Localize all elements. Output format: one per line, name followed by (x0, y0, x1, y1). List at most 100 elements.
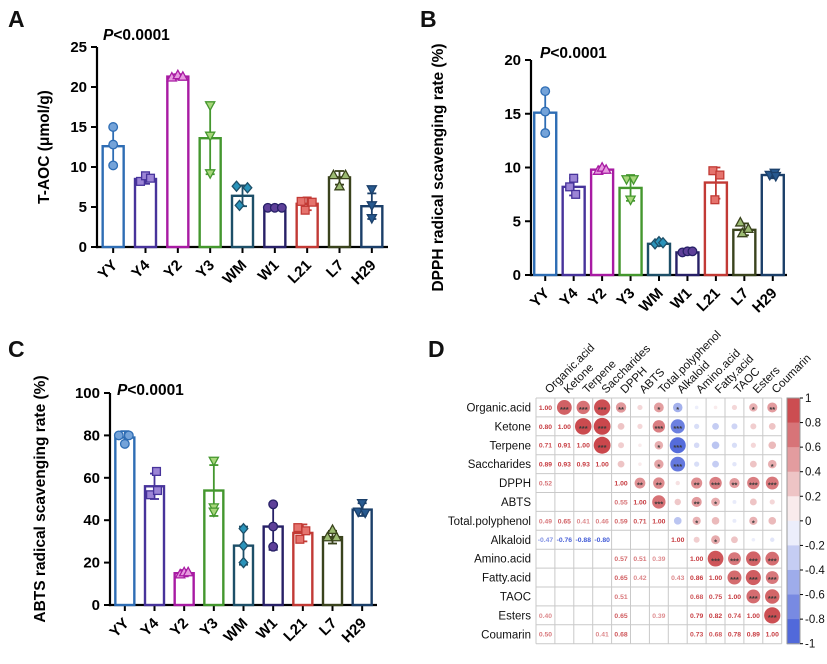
significance-stars: ** (732, 481, 738, 490)
x-tick-label: Y3 (193, 257, 218, 282)
x-tick-label: Y3 (613, 285, 638, 310)
data-point (231, 180, 242, 193)
x-tick-label: L7 (728, 285, 752, 309)
matrix-cell-value: 1.00 (671, 537, 684, 544)
p-value-label: P<0.0001 (103, 27, 170, 44)
matrix-cell-circle (769, 499, 775, 505)
matrix-cell-circle (711, 535, 720, 545)
matrix-cell-circle (770, 537, 775, 542)
colorbar-tick-label: -0.4 (805, 565, 825, 577)
matrix-cell-value: 0.41 (596, 632, 609, 639)
matrix-cell-circle (617, 422, 625, 430)
matrix-cell-circle (638, 462, 642, 466)
matrix-cell-circle (750, 423, 757, 430)
x-tick-label: L7 (316, 615, 340, 639)
matrix-cell-circle (653, 402, 664, 413)
matrix-cell-circle (768, 517, 777, 525)
significance-stars: ** (769, 405, 775, 414)
matrix-cell-circle (712, 460, 719, 468)
significance-stars: *** (730, 556, 739, 565)
significance-stars: *** (749, 575, 758, 584)
matrix-cell-circle (750, 442, 756, 448)
data-point (366, 213, 378, 225)
x-tick-label: H29 (339, 615, 370, 646)
data-point (540, 128, 551, 139)
matrix-cell-value: 1.00 (690, 556, 703, 563)
matrix-cell-circle (764, 607, 781, 624)
matrix-cell-value: 0.40 (539, 613, 552, 620)
significance-stars: ** (656, 481, 662, 490)
data-point (113, 430, 124, 441)
matrix-cell-circle (556, 400, 572, 415)
matrix-cell-circle (765, 571, 779, 584)
matrix-cell-circle (617, 460, 625, 468)
colorbar (787, 569, 800, 596)
matrix-cell-circle (594, 399, 611, 416)
data-point (624, 195, 637, 206)
matrix-cell-value: 1.00 (539, 405, 552, 412)
matrix-cell-circle (732, 499, 737, 504)
colorbar (787, 545, 800, 571)
panel-label-b: B (420, 6, 437, 32)
y-tick-label: 0 (79, 239, 87, 256)
data-point (234, 199, 245, 212)
matrix-cell-circle (637, 423, 643, 429)
matrix-cell-circle (749, 498, 757, 506)
y-tick-label: 25 (70, 39, 87, 56)
data-point (300, 205, 310, 215)
data-point (620, 175, 633, 186)
significance-stars: * (752, 405, 755, 414)
data-point (657, 236, 669, 249)
matrix-cell-circle (670, 419, 685, 434)
bar (589, 168, 615, 277)
matrix-cell-circle (693, 442, 700, 449)
data-point (571, 189, 581, 199)
data-point (152, 485, 163, 496)
matrix-cell-circle (576, 400, 590, 415)
matrix-cell-value: 0.49 (539, 518, 552, 525)
significance-stars: *** (598, 424, 607, 433)
matrix-cell-value: -0.88 (576, 537, 592, 544)
significance-stars: *** (654, 424, 663, 433)
matrix-cell-circle (767, 402, 778, 413)
bar (561, 185, 586, 277)
data-point (327, 168, 340, 180)
matrix-cell-value: 0.89 (539, 462, 552, 469)
matrix-row-label: Saccharides (468, 459, 532, 471)
y-tick-label: 60 (83, 470, 100, 487)
matrix-cell-circle (749, 403, 758, 412)
x-tick-label: Y3 (197, 615, 222, 640)
matrix-row-label: Fatty.acid (482, 573, 531, 585)
matrix-cell-circle (615, 402, 627, 413)
matrix-row-label: Coumarin (481, 629, 531, 641)
matrix-cell-circle (654, 459, 664, 469)
x-tick-label: L21 (285, 257, 315, 287)
x-tick-label: Y2 (585, 285, 610, 310)
matrix-cell-circle (732, 518, 737, 523)
bar (760, 173, 785, 277)
colorbar (787, 471, 800, 497)
y-tick-label: 100 (75, 385, 100, 402)
colorbar-tick-label: 0.4 (805, 467, 822, 479)
x-tick-label: WM (220, 615, 251, 646)
data-point (627, 175, 640, 186)
significance-stars: *** (749, 556, 758, 565)
matrix-cell-value: 1.00 (633, 499, 646, 506)
matrix-row-label: Alkaloid (491, 535, 531, 547)
x-tick-label: Y4 (556, 284, 581, 309)
matrix-cell-value: 0.42 (633, 575, 646, 582)
significance-stars: *** (749, 594, 758, 603)
data-point (307, 197, 317, 207)
matrix-cell-value: 1.00 (728, 594, 741, 601)
significance-stars: *** (730, 575, 739, 584)
significance-stars: * (695, 518, 698, 527)
data-point (540, 106, 551, 117)
matrix-cell-circle (731, 423, 738, 430)
matrix-cell-value: 0.50 (539, 632, 552, 639)
data-point (293, 523, 303, 533)
y-tick-label: 10 (70, 159, 87, 176)
panel-label-a: A (8, 6, 25, 32)
matrix-cell-value: -0.80 (594, 537, 610, 544)
matrix-cell-circle (712, 422, 719, 430)
matrix-cell-value: 1.00 (652, 518, 665, 525)
